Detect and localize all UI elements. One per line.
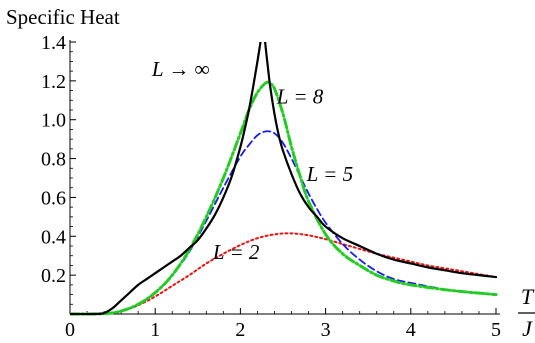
- y-axis-label: Specific Heat: [6, 5, 120, 29]
- x-axis-label-denominator: J: [522, 316, 533, 341]
- axes: 0 1 2 3 4 5 0.2 0.4 0.6 0.8 1.0 1.2 1.4: [41, 32, 501, 341]
- y-tick-label: 0.6: [41, 187, 66, 209]
- y-tick-label: 1.4: [41, 32, 66, 54]
- x-tick-label: 2: [235, 319, 245, 341]
- x-tick-label: 0: [65, 319, 75, 341]
- x-tick-label: 4: [406, 319, 416, 341]
- series-label-L-5: L = 5: [306, 162, 353, 186]
- x-tick-label: 3: [321, 319, 331, 341]
- series-line-L-infinite-part-1: [70, 42, 262, 316]
- series-label-L-2: L = 2: [212, 240, 260, 264]
- series-lines: [70, 42, 498, 316]
- series-label-L-infinite: L → ∞: [151, 57, 210, 81]
- y-tick-label: 0.8: [41, 149, 66, 171]
- y-tick-label: 0.4: [41, 226, 66, 248]
- series-labels: L → ∞ L = 8 L = 5 L = 2: [151, 57, 353, 264]
- series-line-L-5: [70, 130, 497, 315]
- y-tick-label: 0.2: [41, 265, 66, 287]
- series-line-L-8: [70, 80, 498, 316]
- series-label-L-8: L = 8: [276, 84, 324, 108]
- series-line-L-2: [70, 232, 497, 315]
- x-axis-label-numerator: T: [521, 284, 535, 309]
- y-tick-label: 1.2: [41, 71, 66, 93]
- y-tick-label: 1.0: [41, 110, 66, 132]
- x-tick-label: 5: [491, 319, 501, 341]
- x-axis-label: T J: [518, 284, 535, 341]
- series-line-L-infinite-part-2: [264, 42, 498, 279]
- x-tick-label: 1: [150, 319, 160, 341]
